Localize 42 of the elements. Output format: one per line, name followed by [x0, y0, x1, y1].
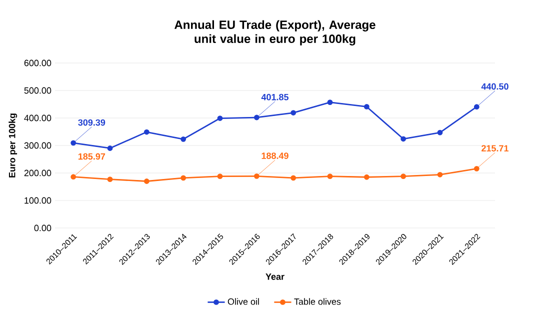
point	[400, 136, 406, 142]
point	[180, 136, 186, 142]
data-label: 309.39	[78, 119, 106, 126]
y-tick-label: 400.00	[24, 114, 52, 122]
point	[474, 104, 480, 110]
data-label: 188.49	[262, 152, 288, 159]
y-tick-label: 600.00	[24, 60, 52, 66]
y-tick-label: 0.00	[34, 224, 52, 232]
point	[437, 130, 443, 136]
y-tick-label: 100.00	[24, 197, 52, 204]
data-label: 440.50	[481, 83, 508, 90]
point	[70, 174, 76, 180]
data-label: 185.97	[78, 153, 106, 160]
point	[217, 174, 223, 179]
point	[400, 174, 406, 179]
point	[327, 174, 333, 179]
point	[474, 166, 480, 172]
point	[144, 178, 150, 184]
point	[107, 176, 113, 182]
y-tick-label: 500.00	[24, 87, 52, 94]
point	[107, 146, 113, 151]
point	[290, 175, 296, 181]
y-axis-title: Euro per 100kg	[8, 114, 18, 178]
data-label: 215.71	[482, 145, 508, 152]
x-axis-title: Year	[266, 274, 284, 280]
point	[144, 129, 150, 135]
point	[364, 104, 370, 110]
point	[254, 114, 260, 120]
y-tick-label: 200.00	[24, 170, 52, 176]
y-tick-label: 300.00	[24, 142, 52, 149]
point	[217, 116, 223, 121]
point	[70, 140, 76, 146]
point	[364, 174, 370, 180]
legend-label: Olive oil	[228, 298, 259, 305]
point	[327, 100, 333, 106]
point	[254, 173, 260, 179]
chart-title: Annual EU Trade (Export), Average unit value in euro per 100kg	[174, 20, 376, 46]
data-label: 401.85	[261, 94, 289, 100]
point	[290, 110, 296, 116]
legend-label: Table olives	[294, 298, 341, 305]
point	[180, 175, 186, 181]
point	[437, 172, 443, 178]
